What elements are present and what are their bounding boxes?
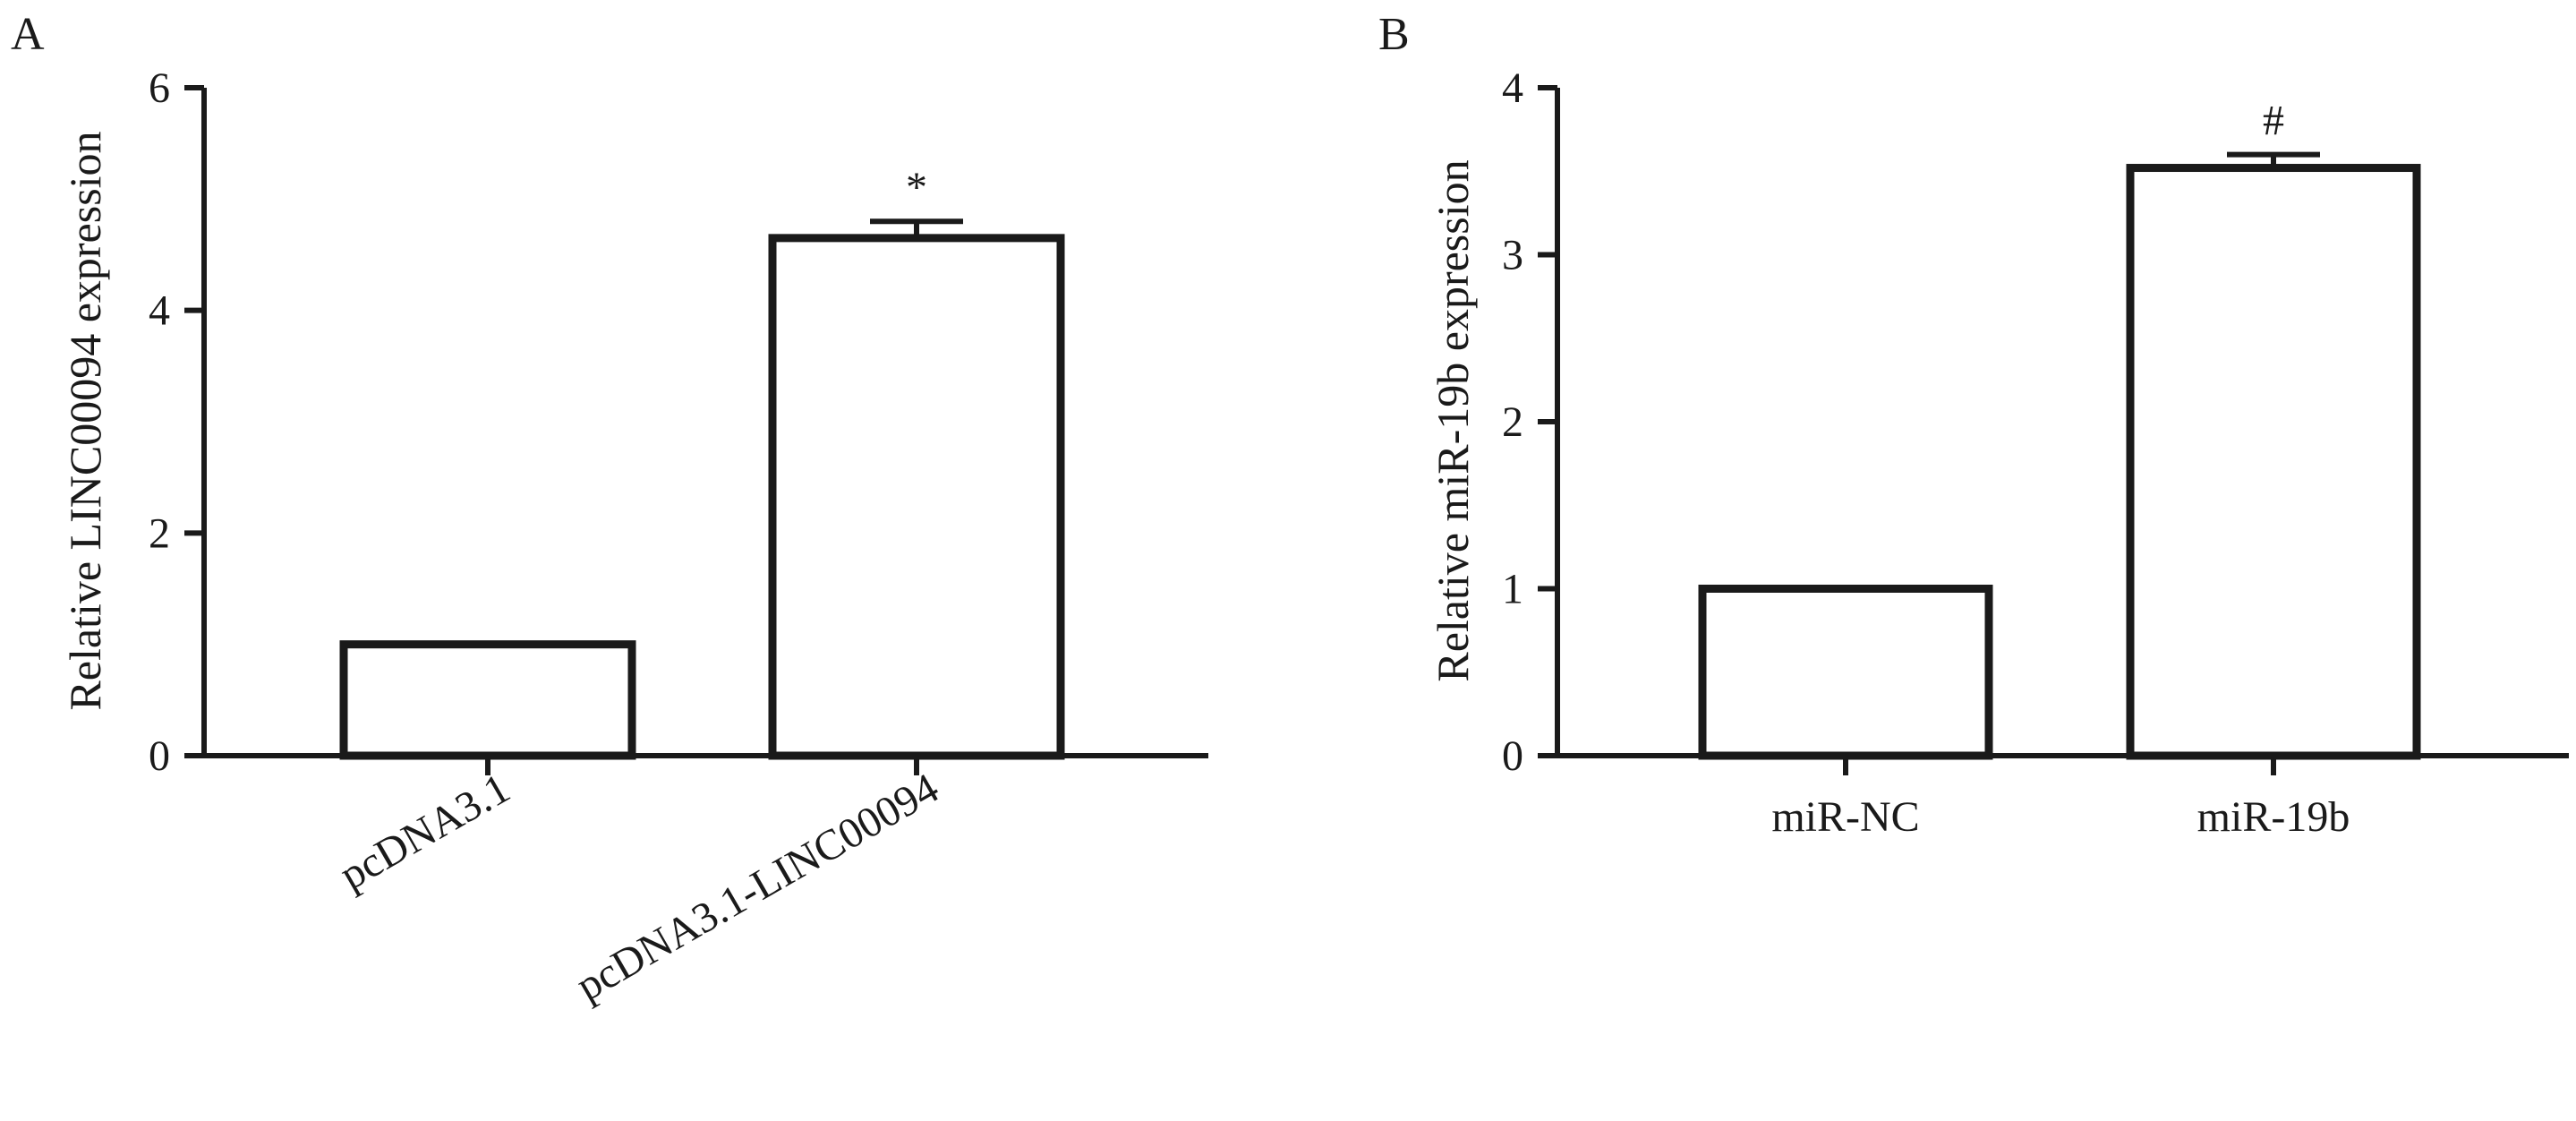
panel-a-y-tick-label: 0 xyxy=(149,732,170,780)
panel-a-x-tick-label: pcDNA3.1-LINC00094 xyxy=(568,765,947,1011)
panel-b-y-tick-label: 4 xyxy=(1502,64,1523,112)
panel-b-bar-1 xyxy=(1698,585,1993,760)
panel-a-y-tick-label: 4 xyxy=(149,287,170,335)
panel-a-bar-1 xyxy=(339,640,636,760)
panel-b-bar-2 xyxy=(2126,164,2421,760)
panel-b-x-tick-label: miR-NC xyxy=(1771,793,1919,841)
panel-b-y-tick-label: 3 xyxy=(1502,232,1523,279)
panel-a-y-tick-label: 6 xyxy=(149,64,170,112)
panel-b-y-tick-label: 1 xyxy=(1502,566,1523,613)
panel-b-x-tick-label: miR-19b xyxy=(2197,793,2350,841)
panel-b-y-tick-label: 2 xyxy=(1502,398,1523,446)
panel-a-x-tick-label: pcDNA3.1 xyxy=(332,765,518,900)
panel-b-y-axis-title: Relative miR-19b expression xyxy=(1428,159,1478,681)
panel-a-letter: A xyxy=(11,9,45,60)
panel-a-bar-2 xyxy=(768,234,1065,760)
panel-a-y-tick-label: 2 xyxy=(149,509,170,557)
panel-b-y-tick-label: 0 xyxy=(1502,732,1523,780)
panel-a-y-axis-title: Relative LINC00094 expression xyxy=(60,131,110,710)
panel-b-significance-marker-2: # xyxy=(2263,98,2284,145)
panel-a-significance-marker-2: * xyxy=(906,164,927,211)
panel-b-letter: B xyxy=(1378,9,1410,60)
